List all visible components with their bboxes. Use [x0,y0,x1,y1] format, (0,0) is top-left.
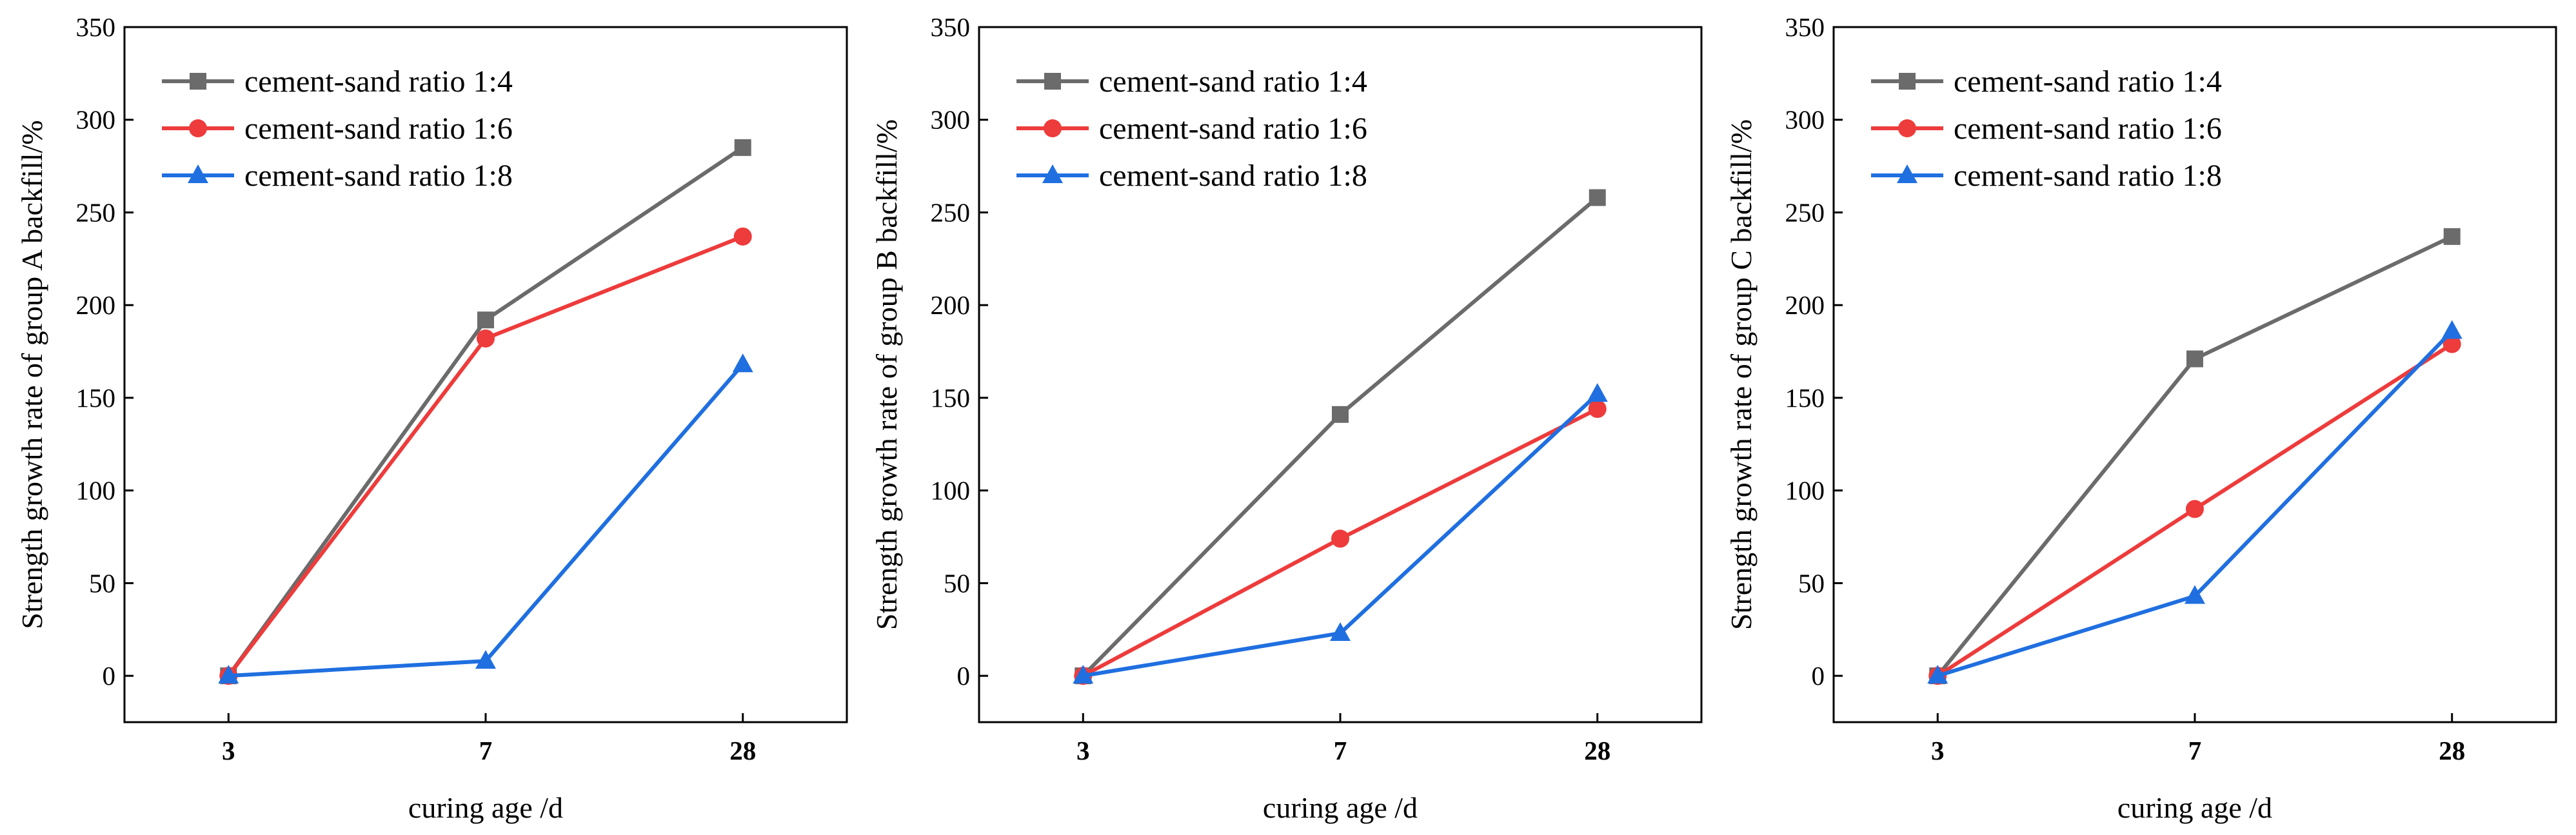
data-point [2441,320,2462,339]
series-3 [1927,320,2462,684]
series-line [1082,196,1599,678]
legend-label: cement-sand ratio 1:8 [1954,159,2222,193]
legend-marker [1898,119,1916,137]
x-tick-label: 28 [2439,736,2465,765]
data-point [475,650,496,669]
y-tick-label: 200 [931,290,971,320]
data-point [1331,529,1349,548]
legend-marker [1042,164,1063,183]
legend-label: cement-sand ratio 1:4 [1099,64,1367,99]
legend-marker [188,164,208,183]
data-point [477,311,494,329]
y-tick-label: 350 [76,12,116,42]
x-tick-label: 28 [1584,736,1610,765]
chart-panel-3: 0 50 100 150 200 250 300 350 3 7 28 curing age /d St… [1725,12,2557,824]
series-2 [1074,400,1607,685]
series-2 [1928,335,2461,685]
y-tick-label: 250 [76,197,116,227]
data-point [2185,585,2205,604]
series-1 [1075,189,1606,685]
x-tick-label: 7 [479,736,493,765]
chart-panel-1: 0 50 100 150 200 250 300 350 3 7 28 curing age /d St… [15,12,848,824]
series-1 [1929,228,2461,685]
y-tick-label: 50 [944,568,970,598]
series-1 [220,139,751,685]
x-axis-title: curing age /d [2117,791,2272,824]
data-point [2442,335,2461,353]
legend-marker [1044,73,1061,90]
y-tick-label: 200 [1785,290,1825,320]
series-3 [1073,383,1608,684]
x-axis-title: curing age /d [1263,791,1418,824]
legend-label: cement-sand ratio 1:4 [1954,64,2222,99]
data-point [732,353,753,373]
data-point [1330,622,1351,642]
x-tick-label: 28 [729,736,756,765]
x-tick-label: 3 [1931,736,1945,765]
series-line [226,146,744,677]
y-tick-label: 50 [89,568,115,598]
y-tick-label: 250 [931,197,971,227]
legend-label: cement-sand ratio 1:6 [1954,112,2222,146]
legend-marker [1044,119,1062,137]
data-point [2443,228,2461,245]
data-point [1073,665,1094,684]
data-point [1588,400,1607,418]
y-tick-label: 100 [1785,476,1825,506]
y-tick-label: 0 [1812,661,1825,691]
legend-label: cement-sand ratio 1:8 [1099,159,1367,193]
y-tick-label: 300 [1785,105,1825,135]
y-tick-label: 150 [76,383,116,413]
y-axis-title: Strength growth rate of group B backfill… [870,119,903,630]
legend-label: cement-sand ratio 1:6 [1099,112,1367,146]
y-tick-label: 300 [931,105,971,135]
legend: cement-sand ratio 1:4 cement-sand ratio 1… [1016,64,1367,193]
x-axis-title: curing age /d [408,791,563,824]
data-point [1332,406,1349,423]
x-tick-label: 3 [1076,736,1090,765]
series-2 [219,227,752,685]
legend-label: cement-sand ratio 1:4 [244,64,513,99]
x-tick-label: 7 [1334,736,1347,765]
data-point [1927,665,1948,684]
chart-panel-2: 0 50 100 150 200 250 300 350 3 7 28 curing age /d St… [870,12,1703,824]
series-line [1936,235,2453,678]
data-point [1587,383,1608,402]
y-tick-label: 350 [1785,12,1825,42]
y-tick-label: 0 [957,661,971,691]
x-tick-label: 7 [2188,736,2202,765]
y-tick-label: 300 [76,105,116,135]
y-tick-label: 200 [76,290,116,320]
y-tick-label: 100 [76,476,116,506]
legend-marker [189,119,207,137]
legend: cement-sand ratio 1:4 cement-sand ratio 1… [1871,64,2222,193]
y-axis-title: Strength growth rate of group A backfill… [15,120,48,629]
legend: cement-sand ratio 1:4 cement-sand ratio 1… [162,64,513,193]
data-point [477,329,495,348]
data-point [2186,500,2204,518]
x-tick-label: 3 [222,736,235,765]
legend-marker [1897,164,1917,183]
series-3 [218,353,753,684]
y-tick-label: 250 [1785,197,1825,227]
y-tick-label: 150 [1785,383,1825,413]
y-tick-label: 150 [931,383,971,413]
y-tick-label: 350 [931,12,971,42]
data-point [734,139,751,156]
data-point [733,227,752,246]
legend-label: cement-sand ratio 1:6 [244,112,513,146]
y-tick-label: 50 [1798,568,1825,598]
series-line [228,363,744,678]
data-point [2186,350,2203,368]
legend-marker [190,73,206,90]
legend-marker [1899,73,1916,90]
data-point [1589,189,1606,206]
legend-label: cement-sand ratio 1:8 [244,159,513,193]
y-axis-title: Strength growth rate of group C backfill… [1725,119,1758,630]
y-tick-label: 0 [103,661,116,691]
y-tick-label: 100 [931,476,971,506]
data-point [218,665,239,684]
